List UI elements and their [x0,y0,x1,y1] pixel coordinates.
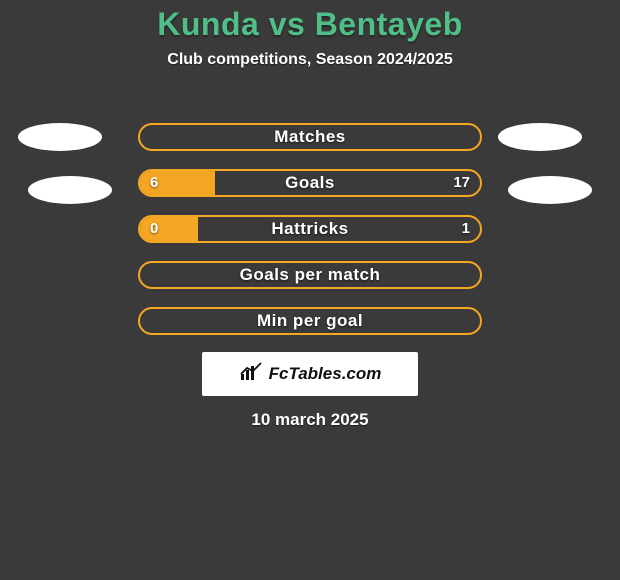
stat-bar-label: Matches [140,125,480,149]
title-player-left: Kunda [157,6,259,42]
stat-bar-fill-left [140,217,198,241]
brand-badge: FcTables.com [202,352,418,396]
stat-bar: Goals per match [138,261,482,289]
brand-chart-icon [239,362,263,387]
stat-bar-label: Goals per match [140,263,480,287]
stat-bars: Matches Goals617 Hattricks01 Goals per matc… [138,123,482,353]
stat-bar: Goals617 [138,169,482,197]
stat-bar-fill-left [140,171,215,195]
stat-bar: Matches [138,123,482,151]
stat-bar-value-right: 1 [462,217,470,241]
stat-bar-value-right: 17 [453,171,470,195]
stats-comparison-card: Kunda vs Bentayeb Club competitions, Sea… [0,0,620,580]
avatar-left [28,176,112,204]
avatar-right [498,123,582,151]
date-label: 10 march 2025 [0,410,620,430]
title-vs: vs [269,6,306,42]
stat-bar-label: Min per goal [140,309,480,333]
subtitle: Club competitions, Season 2024/2025 [0,51,620,69]
avatar-right [508,176,592,204]
title-player-right: Bentayeb [315,6,463,42]
page-title: Kunda vs Bentayeb [0,0,620,43]
avatar-left [18,123,102,151]
stat-bar: Hattricks01 [138,215,482,243]
stat-bar: Min per goal [138,307,482,335]
brand-text: FcTables.com [269,364,382,384]
